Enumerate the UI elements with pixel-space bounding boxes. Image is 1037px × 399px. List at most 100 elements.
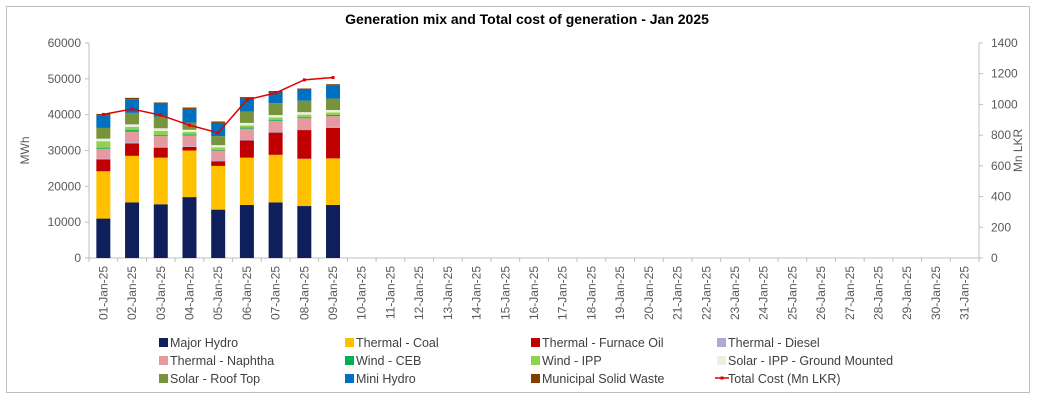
bar-mini-hydro — [239, 98, 254, 112]
plot-area: 0 10000 20000 30000 40000 50000 60000 0 200 400 60… — [48, 36, 1018, 320]
bar-thermal-diesel — [239, 139, 254, 141]
bar-major-hydro — [182, 197, 197, 258]
bar-thermal-coal — [297, 158, 312, 207]
bar-thermal-diesel — [211, 160, 226, 162]
bar-thermal-diesel — [182, 146, 197, 147]
legend-swatch-solar-ipp-ground-mounted — [717, 356, 726, 365]
total-cost-marker — [245, 98, 249, 102]
x-tick-label: 17-Jan-25 — [556, 266, 570, 320]
x-tick-label: 11-Jan-25 — [383, 266, 397, 319]
bar-solar-ipp-ground-mounted — [211, 145, 226, 148]
bar-thermal-furnace-oil — [125, 143, 140, 156]
bar-municipal-solid-waste — [326, 84, 341, 86]
bar-thermal-naphtha — [239, 128, 254, 140]
bar-major-hydro — [326, 204, 341, 258]
bar-solar-ipp-ground-mounted — [125, 124, 140, 127]
y2-tick-label: 1400 — [991, 36, 1018, 50]
bar-solar-roof-top — [125, 112, 140, 125]
bar-wind-ceb — [182, 134, 197, 136]
x-tick-label: 15-Jan-25 — [498, 266, 512, 320]
legend-marker-total-cost-mn-lkr- — [720, 376, 724, 380]
x-tick-label: 31-Jan-25 — [958, 266, 972, 320]
bar-thermal-naphtha — [125, 131, 140, 143]
x-tick-label: 03-Jan-25 — [154, 266, 168, 320]
bar-thermal-diesel — [153, 146, 168, 148]
legend-label-thermal-diesel: Thermal - Diesel — [728, 336, 820, 350]
bar-thermal-furnace-oil — [182, 146, 197, 151]
bar-major-hydro — [239, 204, 254, 258]
bar-thermal-coal — [239, 157, 254, 205]
bar-wind-ceb — [153, 135, 168, 137]
legend-label-municipal-solid-waste: Municipal Solid Waste — [542, 372, 665, 386]
x-tick-label: 22-Jan-25 — [699, 266, 713, 320]
bar-major-hydro — [125, 202, 140, 258]
x-tick-label: 16-Jan-25 — [527, 266, 541, 320]
bar-municipal-solid-waste — [125, 97, 140, 100]
bar-wind-ipp — [239, 125, 254, 128]
bar-thermal-furnace-oil — [211, 161, 226, 166]
bar-thermal-coal — [326, 158, 341, 205]
legend-label-thermal-furnace-oil: Thermal - Furnace Oil — [542, 336, 664, 350]
y-tick-label: 30000 — [48, 144, 82, 158]
x-tick-label: 21-Jan-25 — [671, 266, 685, 320]
total-cost-marker — [274, 91, 278, 95]
bar-major-hydro — [211, 209, 226, 258]
bar-mini-hydro — [268, 92, 283, 104]
legend-label-wind-ceb: Wind - CEB — [356, 354, 421, 368]
bar-solar-roof-top — [211, 136, 226, 146]
x-tick-label: 26-Jan-25 — [814, 266, 828, 320]
y2-tick-label: 0 — [991, 251, 998, 265]
x-tick-label: 10-Jan-25 — [355, 266, 369, 320]
x-tick-label: 27-Jan-25 — [843, 266, 857, 320]
legend-swatch-thermal-diesel — [717, 338, 726, 347]
bar-solar-roof-top — [297, 100, 312, 113]
bar-wind-ipp — [153, 130, 168, 136]
legend-label-thermal-coal: Thermal - Coal — [356, 336, 439, 350]
total-cost-marker — [101, 112, 105, 116]
bar-solar-roof-top — [326, 98, 341, 111]
y-tick-label: 50000 — [48, 72, 82, 86]
bar-wind-ipp — [297, 114, 312, 118]
bar-solar-roof-top — [153, 116, 168, 129]
legend-swatch-thermal-furnace-oil — [531, 338, 540, 347]
bar-major-hydro — [297, 206, 312, 258]
x-tick-label: 08-Jan-25 — [297, 266, 311, 320]
bar-thermal-coal — [211, 165, 226, 210]
bar-thermal-naphtha — [96, 148, 111, 159]
y-axis-label: MWh — [18, 137, 32, 165]
bar-thermal-coal — [125, 155, 140, 203]
bar-thermal-furnace-oil — [153, 147, 168, 158]
bar-wind-ipp — [125, 126, 140, 131]
legend-swatch-major-hydro — [159, 338, 168, 347]
legend-swatch-wind-ceb — [345, 356, 354, 365]
x-tick-label: 29-Jan-25 — [900, 266, 914, 320]
bar-thermal-furnace-oil — [326, 127, 341, 159]
legend-label-solar-ipp-ground-mounted: Solar - IPP - Ground Mounted — [728, 354, 893, 368]
bar-mini-hydro — [96, 115, 111, 128]
x-tick-label: 28-Jan-25 — [872, 266, 886, 320]
legend-label-wind-ipp: Wind - IPP — [542, 354, 602, 368]
y-tick-label: 0 — [74, 251, 81, 265]
total-cost-marker — [331, 76, 335, 80]
bar-municipal-solid-waste — [211, 121, 226, 123]
bar-thermal-coal — [182, 150, 197, 198]
bar-thermal-naphtha — [153, 136, 168, 147]
chart-title: Generation mix and Total cost of generat… — [345, 11, 709, 27]
x-tick-label: 20-Jan-25 — [642, 266, 656, 320]
bar-wind-ipp — [96, 141, 111, 148]
bar-thermal-furnace-oil — [239, 140, 254, 158]
y-tick-label: 20000 — [48, 179, 82, 193]
bar-major-hydro — [153, 204, 168, 258]
legend: Major Hydro Thermal - Coal Thermal - Furna… — [159, 336, 893, 386]
x-tick-label: 04-Jan-25 — [182, 266, 196, 320]
legend-swatch-mini-hydro — [345, 374, 354, 383]
bar-solar-ipp-ground-mounted — [326, 110, 341, 113]
bar-mini-hydro — [297, 89, 312, 101]
bar-thermal-coal — [268, 154, 283, 203]
total-cost-marker — [302, 78, 306, 82]
bar-wind-ceb — [268, 119, 283, 121]
bar-wind-ceb — [239, 127, 254, 129]
legend-swatch-wind-ipp — [531, 356, 540, 365]
bar-major-hydro — [268, 202, 283, 258]
bar-solar-ipp-ground-mounted — [297, 112, 312, 115]
